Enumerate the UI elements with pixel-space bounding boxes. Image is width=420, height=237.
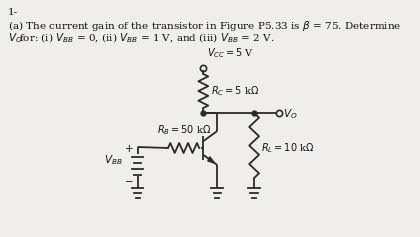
Text: (a) The current gain of the transistor in Figure P5.33 is $\beta$ = 75. Determin: (a) The current gain of the transistor i… — [8, 19, 402, 33]
Text: $R_L=10$ k$\Omega$: $R_L=10$ k$\Omega$ — [262, 141, 315, 155]
Text: $V_{CC}=5$ V: $V_{CC}=5$ V — [207, 46, 254, 60]
Text: +: + — [125, 144, 134, 154]
Text: $R_C=5$ k$\Omega$: $R_C=5$ k$\Omega$ — [211, 84, 259, 98]
Polygon shape — [208, 157, 215, 163]
Text: $R_B=50$ k$\Omega$: $R_B=50$ k$\Omega$ — [158, 123, 212, 137]
Text: $V_O$: $V_O$ — [8, 31, 23, 45]
Text: 1-: 1- — [8, 8, 18, 17]
Text: for: (i) $V_{BB}$ = 0, (ii) $V_{BB}$ = 1 V, and (iii) $V_{BB}$ = 2 V.: for: (i) $V_{BB}$ = 0, (ii) $V_{BB}$ = 1… — [19, 31, 274, 45]
Text: $V_{BB}$: $V_{BB}$ — [104, 153, 123, 167]
Text: $V_O$: $V_O$ — [283, 107, 297, 121]
Text: $-$: $-$ — [124, 175, 134, 185]
